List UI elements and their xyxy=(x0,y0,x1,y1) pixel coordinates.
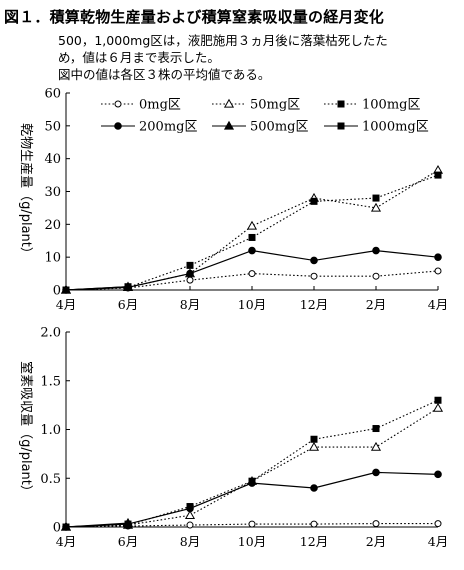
chart-1-y-tick-label: 10 xyxy=(44,251,61,266)
chart-2-data-point xyxy=(434,520,442,528)
figure-caption-note-3: 図中の値は各区３株の平均値である。 xyxy=(58,67,271,82)
chart-1-x-tick-label: 4月 xyxy=(56,297,76,312)
chart-2-series-line xyxy=(65,399,439,528)
legend-label-1: 50mg区 xyxy=(250,98,300,113)
chart-1-x-tick-label: 12月 xyxy=(300,297,328,312)
chart-2-y-tick-label: 0.5 xyxy=(40,472,61,487)
chart-2-series-line xyxy=(65,523,129,528)
chart-2-data-point xyxy=(184,510,196,519)
chart-1-y-axis-label: 乾物生産量（g/plant） xyxy=(18,123,34,260)
chart-2-data-point xyxy=(434,396,442,404)
chart-2-data-point xyxy=(434,470,442,479)
chart-1-data-point xyxy=(434,253,442,261)
chart-2-x-tick-label: 8月 xyxy=(180,534,200,549)
chart-1-x-tick-label: 10月 xyxy=(238,297,266,312)
chart-2-data-point xyxy=(432,402,444,412)
chart-1-data-point xyxy=(372,194,380,202)
chart-2-x-tick-label: 6月 xyxy=(118,534,138,549)
legend-marker-2 xyxy=(337,100,345,108)
chart-1-data-point xyxy=(186,261,194,269)
chart-2-data-point xyxy=(308,441,320,451)
chart-1-data-point xyxy=(434,267,442,275)
chart-2-data-point xyxy=(370,441,382,451)
legend-label-4: 500mg区 xyxy=(250,120,308,135)
chart-2-data-point xyxy=(310,435,318,443)
chart-1-data-point xyxy=(310,256,318,265)
chart-1-data-point xyxy=(372,246,380,255)
chart-1-x-tick-label: 2月 xyxy=(366,297,386,312)
chart-2-data-point xyxy=(248,479,256,487)
legend-label-0: 0mg区 xyxy=(139,98,181,113)
chart-1-x-tick-label: 4月 xyxy=(428,297,448,312)
chart-2-data-point xyxy=(124,520,132,528)
chart-2-data-point xyxy=(310,520,318,528)
chart-1-x-tick-label: 6月 xyxy=(118,297,138,312)
chart-1-data-point xyxy=(248,246,256,255)
chart-1-data-point xyxy=(246,220,258,230)
chart-1-data-point xyxy=(370,202,382,212)
chart-1-data-point xyxy=(248,270,256,278)
chart-2-data-point xyxy=(372,425,380,433)
chart-2-data-point xyxy=(62,523,70,531)
chart-2-y-tick-label: 1.5 xyxy=(40,374,61,389)
chart-2-y-tick-label: 0 xyxy=(53,521,61,536)
chart-1-x-tick-label: 8月 xyxy=(180,297,200,312)
figure-caption-note-2: め，値は６月まで表示した。 xyxy=(58,50,220,65)
legend-label-5: 1000mg区 xyxy=(362,120,429,135)
chart-1-y-tick-label: 20 xyxy=(44,218,61,233)
chart-2-data-point xyxy=(372,520,380,528)
chart-2-y-tick-label: 1.0 xyxy=(40,423,61,438)
chart-1-data-point xyxy=(248,233,256,241)
chart-2-data-point xyxy=(310,484,318,492)
chart-2-data-point xyxy=(248,520,256,528)
chart-1-data-point xyxy=(124,283,132,291)
chart-1-data-point xyxy=(186,269,194,278)
legend-label-3: 200mg区 xyxy=(139,120,197,135)
chart-1-data-point xyxy=(372,272,380,280)
legend-marker-5 xyxy=(337,122,345,130)
chart-2-x-tick-label: 4月 xyxy=(56,534,76,549)
chart-1-y-tick-label: 0 xyxy=(53,284,61,299)
chart-1-y-tick-label: 30 xyxy=(44,185,61,200)
chart-2-x-tick-label: 2月 xyxy=(366,534,386,549)
chart-1-data-point xyxy=(310,197,318,205)
legend-marker-3 xyxy=(114,122,122,130)
chart-1-data-point xyxy=(434,171,442,179)
legend-marker-4 xyxy=(223,120,235,130)
figure-caption-title: 図１．積算乾物生産量および積算窒素吸収量の経月変化 xyxy=(4,8,385,26)
legend-marker-1 xyxy=(223,98,235,108)
chart-1-data-point xyxy=(310,272,318,280)
chart-1-y-tick-label: 50 xyxy=(44,119,61,134)
chart-2-data-point xyxy=(186,521,194,529)
chart-1-data-point xyxy=(62,286,70,294)
chart-2-data-point xyxy=(372,468,380,477)
figure-caption-note-1: 500，1,000mg区は，液肥施用３ヵ月後に落葉枯死したた xyxy=(58,33,388,48)
chart-1-data-point xyxy=(186,276,194,284)
chart-2-data-point xyxy=(186,504,194,513)
legend-marker-0 xyxy=(114,100,122,108)
chart-2-x-tick-label: 10月 xyxy=(238,534,266,549)
chart-2-x-tick-label: 12月 xyxy=(300,534,328,549)
chart-1-y-tick-label: 60 xyxy=(44,87,61,102)
chart-2-y-tick-label: 2.0 xyxy=(40,326,61,341)
chart-1-y-tick-label: 40 xyxy=(44,152,61,167)
chart-2-y-axis-label: 窒素吸収量（g/plant） xyxy=(18,361,34,498)
chart-2-x-tick-label: 4月 xyxy=(428,534,448,549)
chart-1-series-line xyxy=(65,286,129,291)
legend-label-2: 100mg区 xyxy=(362,98,420,113)
